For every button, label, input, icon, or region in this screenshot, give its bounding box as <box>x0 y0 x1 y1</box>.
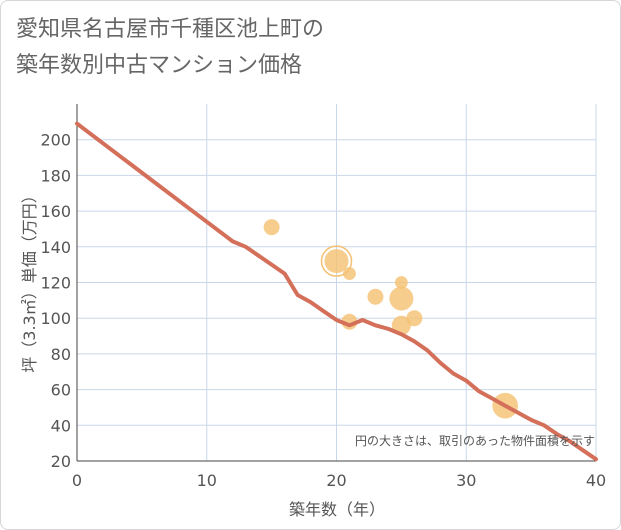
y-tick-label: 100 <box>40 309 71 328</box>
bubble-size-note: 円の大きさは、取引のあった物件面積を示す <box>354 434 595 448</box>
y-tick-label: 140 <box>40 238 71 257</box>
data-point <box>389 286 414 311</box>
data-point <box>343 267 356 280</box>
x-tick-label: 10 <box>197 471 217 490</box>
data-point <box>263 219 280 236</box>
data-point-ring <box>320 245 353 277</box>
trend-line <box>75 121 598 462</box>
x-tick-label: 20 <box>326 471 346 490</box>
x-tick-label: 40 <box>586 471 606 490</box>
data-point <box>324 249 349 274</box>
y-tick-label: 20 <box>51 452 71 471</box>
y-tick-label: 80 <box>51 345 71 364</box>
y-tick-label: 60 <box>51 381 71 400</box>
x-axis-label: 築年数（年） <box>288 500 386 519</box>
y-tick-label: 160 <box>40 202 71 221</box>
y-tick-label: 180 <box>40 166 71 185</box>
data-point <box>367 288 384 305</box>
chart-title: 愛知県名古屋市千種区池上町の 築年数別中古マンション価格 <box>16 17 325 78</box>
x-tick-label: 30 <box>456 471 476 490</box>
x-tick-label: 0 <box>72 471 82 490</box>
y-tick-label: 40 <box>51 416 71 435</box>
data-point <box>394 276 408 289</box>
y-tick-label: 120 <box>40 274 71 293</box>
y-tick-label: 200 <box>40 131 71 150</box>
y-axis-label: 坪（3.3㎡）単価（万円） <box>20 187 39 373</box>
